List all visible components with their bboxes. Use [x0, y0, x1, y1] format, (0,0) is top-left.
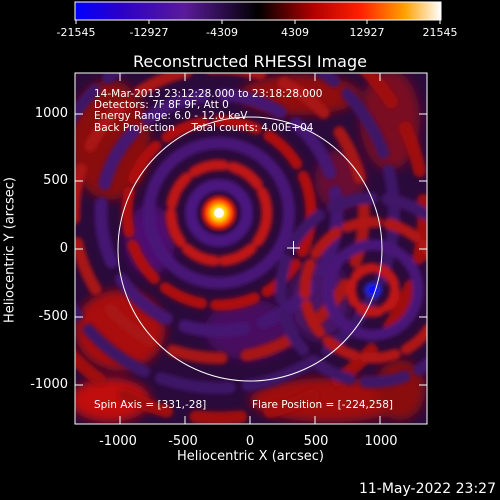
solar-limb: [117, 116, 383, 382]
colorbar-tick-label: -21545: [56, 26, 96, 39]
x-tick-label: 0: [245, 434, 255, 449]
y-tick-label: 500: [43, 173, 68, 188]
x-axis-title: Heliocentric X (arcsec): [177, 449, 324, 464]
y-axis-title: Heliocentric Y (arcsec): [2, 177, 18, 323]
render-timestamp: 11-May-2022 23:27: [358, 481, 496, 497]
colorbar-tick-label: -4309: [206, 26, 238, 39]
y-tick-label: -1000: [30, 377, 68, 392]
colorbar-tick-label: 12927: [349, 26, 385, 39]
detectors-label: Detectors: 7F 8F 9F, Att 0: [94, 99, 229, 111]
time-range-label: 14-Mar-2013 23:12:28.000 to 23:18:28.000: [94, 88, 323, 100]
plot-title: Reconstructed RHESSI Image: [133, 52, 367, 71]
colorbar-tick-label: 4309: [281, 26, 309, 39]
x-tick-label: 500: [303, 434, 329, 449]
x-tick-label: -1000: [99, 434, 137, 449]
y-tick-label: 0: [59, 241, 68, 256]
spin-axis-label: Spin Axis = [331,-28]: [94, 399, 207, 411]
flare-position-label: Flare Position = [-224,258]: [252, 399, 394, 411]
back-projection-image: [75, 73, 427, 424]
spin-axis-marker: [287, 241, 300, 255]
colorbar-tick-label: 21545: [422, 26, 458, 39]
colorbar-tick-label: -12927: [129, 26, 169, 39]
y-tick-label: 1000: [34, 106, 68, 121]
colorbar: [74, 1, 442, 24]
y-ticks: [75, 113, 427, 386]
method-counts-label: Back Projection Total counts: 4.00E+04: [94, 122, 314, 134]
y-tick-label: -500: [38, 309, 68, 324]
x-tick-label: -500: [168, 434, 198, 449]
colorbar-gradient: [74, 1, 442, 21]
x-tick-label: 1000: [364, 434, 398, 449]
energy-range-label: Energy Range: 6.0 - 12.0 keV: [94, 110, 248, 122]
x-ticks: [119, 73, 381, 424]
